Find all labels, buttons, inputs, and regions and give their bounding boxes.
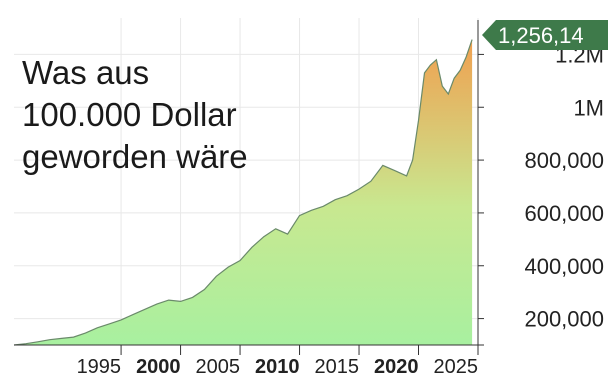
y-tick-label: 200,000 [524, 307, 604, 332]
x-tick-label: 2010 [255, 356, 300, 378]
x-axis-ticks: 1995 2000 2005 2010 2015 2020 2025 [77, 345, 479, 378]
y-tick-label: 1M [573, 95, 604, 120]
value-line [13, 39, 473, 346]
title-line-3: geworden wäre [22, 138, 248, 175]
x-tick-label: 1995 [77, 356, 122, 378]
y-tick-label: 400,000 [524, 254, 604, 279]
x-tick-label: 2015 [315, 356, 360, 378]
chart-title: Was aus 100.000 Dollar geworden wäre [22, 52, 248, 178]
last-value-label: 1,256,14 [498, 23, 584, 48]
x-tick-label: 2000 [136, 356, 181, 378]
y-tick-label: 600,000 [524, 201, 604, 226]
title-line-2: 100.000 Dollar [22, 96, 237, 133]
y-tick-label: 800,000 [524, 148, 604, 173]
last-value-callout: 1,256,14 [482, 20, 608, 50]
x-tick-label: 2025 [434, 356, 479, 378]
x-tick-label: 2020 [374, 356, 419, 378]
callout-shape [482, 20, 608, 50]
title-line-1: Was aus [22, 54, 150, 91]
x-tick-label: 2005 [196, 356, 241, 378]
value-area [14, 39, 473, 345]
